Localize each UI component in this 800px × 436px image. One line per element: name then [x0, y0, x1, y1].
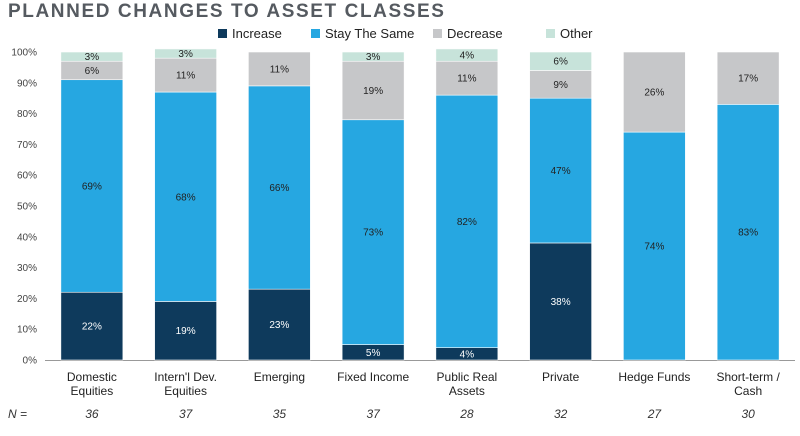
y-tick-label: 30% [17, 263, 37, 274]
category-label: Public Real Assets [437, 370, 498, 398]
data-label: 19% [176, 326, 196, 337]
bar-segment-other [341, 51, 405, 62]
bar-segment-other [435, 48, 499, 62]
bar-segment-stay-the-same [60, 79, 124, 293]
data-label: 38% [551, 297, 571, 308]
bar-segment-other [154, 48, 217, 59]
category-label: Fixed Income [337, 370, 409, 384]
legend-label: Decrease [447, 26, 503, 41]
data-label: 83% [738, 228, 758, 239]
bar-segment-other [529, 51, 592, 71]
data-label: 11% [457, 74, 476, 85]
category-label: Short-term / Cash [716, 370, 780, 398]
bar-segment-increase [154, 301, 217, 361]
data-label: 22% [82, 322, 102, 333]
category-label: Hedge Funds [618, 370, 690, 384]
data-label: 3% [178, 49, 193, 60]
y-tick-label: 100% [11, 48, 37, 59]
n-value: 35 [273, 407, 287, 421]
legend-label: Increase [232, 26, 282, 41]
legend-swatch [311, 29, 320, 38]
bar-segment-stay-the-same [435, 94, 499, 348]
bar-segment-decrease [341, 60, 405, 121]
data-label: 11% [176, 71, 195, 82]
y-tick-label: 40% [17, 232, 37, 243]
bar-segment-stay-the-same [248, 85, 311, 290]
data-label: 69% [82, 181, 102, 192]
legend-label: Stay The Same [325, 26, 414, 41]
bar-segment-decrease [154, 57, 217, 93]
bars: 22% 69% 6% 3% 19% 68% 11% 3% 23% 66% 11% 5% 73% 19% 3%… [60, 48, 780, 361]
bar-segment-decrease [248, 51, 311, 87]
n-value: 30 [741, 407, 755, 421]
data-label: 4% [460, 51, 475, 62]
y-tick-label: 90% [17, 78, 37, 89]
bar-segment-stay-the-same [154, 91, 217, 302]
data-label: 6% [85, 66, 100, 77]
n-value: 37 [179, 407, 194, 421]
n-value: 37 [366, 407, 381, 421]
bar-segment-decrease [435, 60, 499, 96]
data-label: 4% [460, 349, 475, 360]
y-axis: 0% 10% 20% 30% 40% 50% 60% 70% 80% 90% 100% [11, 48, 795, 367]
data-label: 3% [366, 52, 381, 63]
n-label: N = [8, 407, 27, 421]
category-label: Private [542, 370, 580, 384]
category-label: Domestic Equities [67, 370, 117, 398]
bar-segment-decrease [716, 51, 780, 105]
sample-size-row: 36 37 35 37 28 32 27 30 N = [8, 407, 755, 421]
data-label: 26% [644, 88, 664, 99]
legend-swatch [546, 29, 555, 38]
bar-segment-stay-the-same [623, 131, 686, 361]
data-label: 82% [457, 217, 477, 228]
category-label: Intern'l Dev. Equities [154, 370, 217, 398]
bar-segment-stay-the-same [716, 104, 780, 361]
data-label: 66% [269, 183, 289, 194]
y-tick-label: 20% [17, 294, 37, 305]
y-tick-label: 70% [17, 140, 37, 151]
data-label: 5% [366, 348, 381, 359]
bar-segment-other [60, 51, 124, 62]
bar-segment-decrease [623, 51, 686, 133]
data-label: 6% [553, 57, 568, 68]
legend-label: Other [560, 26, 593, 41]
legend: Increase Stay The Same Decrease Other [218, 26, 593, 41]
category-label: Emerging [254, 370, 305, 384]
data-label: 11% [270, 64, 289, 75]
y-tick-label: 50% [17, 202, 37, 213]
y-tick-label: 80% [17, 109, 37, 120]
n-value: 27 [647, 407, 663, 421]
y-tick-label: 0% [23, 356, 38, 367]
n-value: 32 [554, 407, 568, 421]
n-value: 36 [85, 407, 99, 421]
bar-segment-increase [248, 288, 311, 361]
data-label: 3% [85, 52, 100, 63]
data-label: 17% [738, 74, 758, 85]
bar-segment-increase [529, 242, 592, 361]
data-label: 74% [644, 242, 664, 253]
chart-title: PLANNED CHANGES TO ASSET CLASSES [8, 1, 446, 22]
category-labels: Domestic Equities Intern'l Dev. Equities Eme… [67, 370, 781, 398]
y-tick-label: 60% [17, 171, 37, 182]
data-label: 47% [551, 166, 571, 177]
data-label: 23% [269, 320, 289, 331]
n-value: 28 [459, 407, 474, 421]
bar-segment-stay-the-same [341, 119, 405, 345]
data-label: 68% [176, 192, 196, 203]
y-tick-label: 10% [17, 325, 37, 336]
bar-segment-decrease [529, 70, 592, 99]
data-label: 19% [363, 86, 383, 97]
data-label: 73% [363, 228, 383, 239]
data-label: 9% [553, 80, 568, 91]
legend-swatch [433, 29, 442, 38]
legend-swatch [218, 29, 227, 38]
